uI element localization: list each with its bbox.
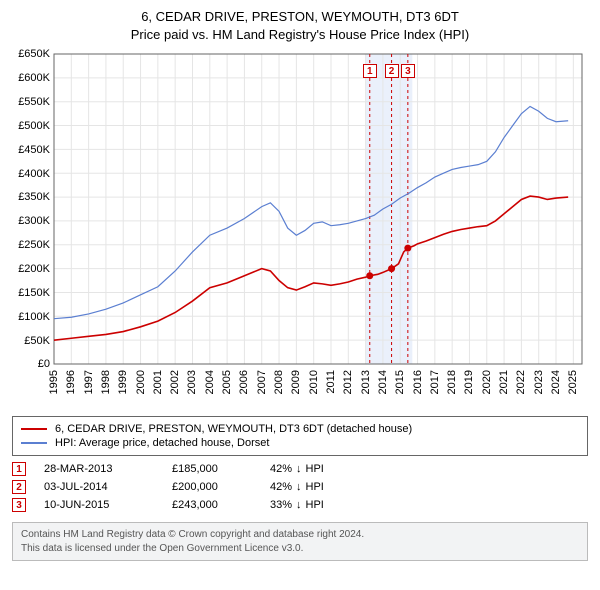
title-line-1: 6, CEDAR DRIVE, PRESTON, WEYMOUTH, DT3 6… [12, 8, 588, 26]
sale-hpi-suffix: HPI [306, 499, 324, 511]
x-tick-label: 2010 [308, 370, 320, 394]
x-tick-label: 2020 [481, 370, 493, 394]
legend-row: 6, CEDAR DRIVE, PRESTON, WEYMOUTH, DT3 6… [21, 423, 579, 435]
sale-hpi-delta: 42% ↓ HPI [270, 463, 324, 475]
sale-price: £243,000 [172, 499, 252, 511]
sale-pct: 33% [270, 499, 292, 511]
legend-box: 6, CEDAR DRIVE, PRESTON, WEYMOUTH, DT3 6… [12, 416, 588, 456]
chart-container: 6, CEDAR DRIVE, PRESTON, WEYMOUTH, DT3 6… [0, 0, 600, 571]
legend-swatch [21, 428, 47, 430]
x-tick-label: 2024 [550, 370, 562, 394]
x-tick-label: 2014 [377, 370, 389, 394]
sale-hpi-suffix: HPI [306, 463, 324, 475]
x-tick-label: 2025 [567, 370, 579, 394]
sale-row: 2 03-JUL-2014 £200,000 42% ↓ HPI [12, 480, 588, 494]
x-tick-label: 2001 [152, 370, 164, 394]
y-tick-label: £450K [12, 144, 50, 156]
chart-svg [12, 50, 588, 410]
y-tick-label: £300K [12, 215, 50, 227]
y-tick-label: £350K [12, 191, 50, 203]
x-tick-label: 2019 [463, 370, 475, 394]
legend-label: HPI: Average price, detached house, Dors… [55, 437, 269, 449]
sale-hpi-suffix: HPI [306, 481, 324, 493]
y-tick-label: £500K [12, 120, 50, 132]
y-tick-label: £200K [12, 263, 50, 275]
legend-row: HPI: Average price, detached house, Dors… [21, 437, 579, 449]
plot-border [54, 54, 582, 364]
footer-attribution: Contains HM Land Registry data © Crown c… [12, 522, 588, 561]
y-tick-label: £250K [12, 239, 50, 251]
x-tick-label: 2003 [186, 370, 198, 394]
sale-pct: 42% [270, 481, 292, 493]
sale-date: 10-JUN-2015 [44, 499, 154, 511]
x-tick-label: 2022 [515, 370, 527, 394]
y-tick-label: £550K [12, 96, 50, 108]
y-tick-label: £0 [12, 358, 50, 370]
y-tick-label: £50K [12, 335, 50, 347]
series-hpi [54, 107, 568, 319]
x-tick-label: 2011 [325, 370, 337, 394]
legend-label: 6, CEDAR DRIVE, PRESTON, WEYMOUTH, DT3 6… [55, 423, 412, 435]
sale-marker-1: 1 [12, 462, 26, 476]
sale-price: £200,000 [172, 481, 252, 493]
x-tick-label: 2012 [342, 370, 354, 394]
sale-hpi-delta: 33% ↓ HPI [270, 499, 324, 511]
x-tick-label: 1998 [100, 370, 112, 394]
x-tick-label: 1996 [65, 370, 77, 394]
x-tick-label: 2005 [221, 370, 233, 394]
sale-hpi-delta: 42% ↓ HPI [270, 481, 324, 493]
sale-marker-2: 2 [12, 480, 26, 494]
x-tick-label: 2018 [446, 370, 458, 394]
down-arrow-icon: ↓ [296, 463, 302, 475]
sale-pct: 42% [270, 463, 292, 475]
sale-point [404, 245, 411, 252]
footer-line-1: Contains HM Land Registry data © Crown c… [21, 528, 579, 542]
chart-marker-2: 2 [385, 64, 399, 78]
x-tick-label: 2000 [135, 370, 147, 394]
down-arrow-icon: ↓ [296, 499, 302, 511]
x-tick-label: 2006 [238, 370, 250, 394]
y-tick-label: £100K [12, 311, 50, 323]
chart-marker-1: 1 [363, 64, 377, 78]
legend-swatch [21, 442, 47, 444]
x-tick-label: 2017 [429, 370, 441, 394]
x-tick-label: 2023 [533, 370, 545, 394]
y-tick-label: £600K [12, 72, 50, 84]
x-tick-label: 2002 [169, 370, 181, 394]
sale-point [366, 273, 373, 280]
x-tick-label: 2021 [498, 370, 510, 394]
x-tick-label: 2009 [290, 370, 302, 394]
chart-area: £0 £50K £100K £150K £200K £250K £300K £350K £400… [12, 50, 588, 410]
x-tick-label: 2013 [360, 370, 372, 394]
x-tick-label: 2016 [412, 370, 424, 394]
x-tick-label: 2008 [273, 370, 285, 394]
sale-point [388, 265, 395, 272]
x-tick-label: 2007 [256, 370, 268, 394]
shade-band [366, 54, 413, 364]
sale-date: 28-MAR-2013 [44, 463, 154, 475]
down-arrow-icon: ↓ [296, 481, 302, 493]
sale-row: 3 10-JUN-2015 £243,000 33% ↓ HPI [12, 498, 588, 512]
x-tick-label: 1997 [83, 370, 95, 394]
sale-date: 03-JUL-2014 [44, 481, 154, 493]
x-tick-label: 1999 [117, 370, 129, 394]
chart-marker-3: 3 [401, 64, 415, 78]
footer-line-2: This data is licensed under the Open Gov… [21, 542, 579, 556]
x-tick-label: 2015 [394, 370, 406, 394]
y-tick-label: £150K [12, 287, 50, 299]
title-block: 6, CEDAR DRIVE, PRESTON, WEYMOUTH, DT3 6… [12, 8, 588, 44]
title-line-2: Price paid vs. HM Land Registry's House … [12, 26, 588, 44]
sale-marker-3: 3 [12, 498, 26, 512]
sale-row: 1 28-MAR-2013 £185,000 42% ↓ HPI [12, 462, 588, 476]
x-tick-label: 1995 [48, 370, 60, 394]
y-tick-label: £400K [12, 168, 50, 180]
x-tick-label: 2004 [204, 370, 216, 394]
sales-table: 1 28-MAR-2013 £185,000 42% ↓ HPI 2 03-JUL-2014 £… [12, 462, 588, 512]
sale-price: £185,000 [172, 463, 252, 475]
y-tick-label: £650K [12, 48, 50, 60]
